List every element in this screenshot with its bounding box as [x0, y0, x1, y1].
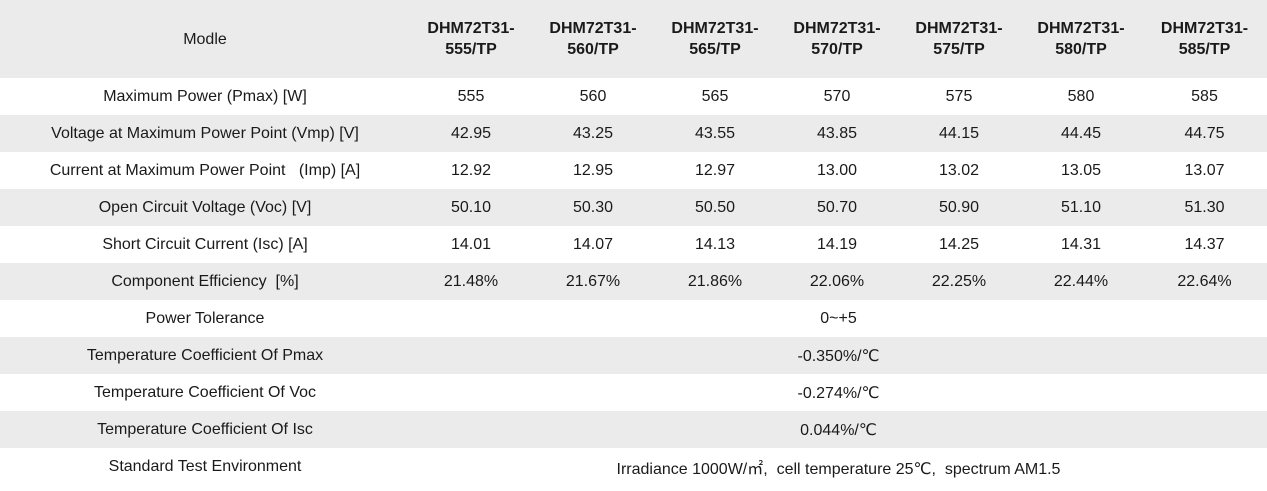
model-header: DHM72T31- 555/TP — [410, 0, 532, 78]
model-name-line1: DHM72T31- — [1037, 20, 1125, 37]
table-cell: 44.45 — [1020, 115, 1142, 152]
table-cell: 22.25% — [898, 263, 1020, 300]
model-name-line1: DHM72T31- — [549, 20, 637, 37]
table-row: Temperature Coefficient Of Pmax -0.350%/… — [0, 337, 1267, 374]
model-name-line2: 570/TP — [811, 41, 863, 58]
merged-cell: -0.274%/℃ — [797, 384, 880, 402]
table-cell: 12.97 — [694, 161, 736, 179]
model-name-line1: DHM72T31- — [671, 20, 759, 37]
model-name-line2: 560/TP — [567, 41, 619, 58]
table-cell: 13.00 — [816, 161, 858, 179]
model-header: DHM72T31- 580/TP — [1020, 0, 1142, 78]
table-cell: 13.05 — [1060, 161, 1102, 179]
table-cell: 14.07 — [572, 235, 614, 253]
model-header: DHM72T31- 585/TP — [1142, 0, 1267, 78]
table-header-row: Modle DHM72T31- 555/TP DHM72T31- 560/TP DH… — [0, 0, 1267, 78]
table-row: Voltage at Maximum Power Point (Vmp) [V]… — [0, 115, 1267, 152]
merged-cell: -0.350%/℃ — [410, 337, 1267, 374]
table-cell: 21.86% — [654, 263, 776, 300]
model-header: DHM72T31- 560/TP — [532, 0, 654, 78]
row-label: Voltage at Maximum Power Point (Vmp) [V] — [0, 115, 410, 152]
table-row: Maximum Power (Pmax) [W] 555 560 565 570… — [0, 78, 1267, 115]
table-cell: 22.64% — [1142, 263, 1267, 300]
table-cell: 13.02 — [938, 161, 980, 179]
table-cell: 565 — [701, 87, 729, 105]
table-cell: 14.31 — [1060, 235, 1102, 253]
table-cell: 50.90 — [898, 189, 1020, 226]
merged-cell: 0.044%/℃ — [410, 411, 1267, 448]
table-cell: 580 — [1067, 87, 1095, 105]
merged-cell: Irradiance 1000W/㎡, cell temperature 25℃… — [616, 460, 1061, 478]
table-row: Component Efficiency [%] 21.48% 21.67% 2… — [0, 263, 1267, 300]
model-name-line1: DHM72T31- — [915, 20, 1003, 37]
table-cell: 585 — [1191, 87, 1218, 105]
table-row: Current at Maximum Power Point (Imp) [A]… — [0, 152, 1267, 189]
table-cell: 42.95 — [410, 115, 532, 152]
table-cell: 22.44% — [1020, 263, 1142, 300]
table-cell: 51.10 — [1020, 189, 1142, 226]
table-cell: 14.01 — [450, 235, 492, 253]
model-name-line2: 555/TP — [445, 41, 497, 58]
table-cell: 12.92 — [450, 161, 492, 179]
model-header: DHM72T31- 575/TP — [898, 0, 1020, 78]
merged-cell: 0~+5 — [820, 309, 857, 327]
row-label: Short Circuit Current (Isc) [A] — [102, 235, 308, 253]
table-cell: 43.85 — [776, 115, 898, 152]
table-cell: 14.25 — [938, 235, 980, 253]
table-cell: 560 — [579, 87, 607, 105]
table-cell: 50.30 — [532, 189, 654, 226]
table-row: Standard Test Environment Irradiance 100… — [0, 448, 1267, 485]
row-label: Component Efficiency [%] — [0, 263, 410, 300]
row-label: Current at Maximum Power Point (Imp) [A] — [49, 161, 361, 179]
table-row: Open Circuit Voltage (Voc) [V] 50.10 50.… — [0, 189, 1267, 226]
model-name-line2: 565/TP — [689, 41, 741, 58]
model-name-line1: DHM72T31- — [1160, 20, 1249, 37]
model-name-line1: DHM72T31- — [793, 20, 881, 37]
row-label: Standard Test Environment — [108, 457, 302, 475]
table-row: Temperature Coefficient Of Voc -0.274%/℃ — [0, 374, 1267, 411]
table-cell: 50.70 — [776, 189, 898, 226]
table-cell: 13.07 — [1184, 161, 1225, 179]
row-label: Open Circuit Voltage (Voc) [V] — [0, 189, 410, 226]
table-cell: 21.48% — [410, 263, 532, 300]
table-cell: 575 — [945, 87, 973, 105]
table-cell: 12.95 — [572, 161, 614, 179]
row-label: Power Tolerance — [145, 309, 265, 327]
model-header: DHM72T31- 565/TP — [654, 0, 776, 78]
model-name-line2: 585/TP — [1178, 41, 1231, 58]
table-row: Temperature Coefficient Of Isc 0.044%/℃ — [0, 411, 1267, 448]
table-cell: 555 — [457, 87, 485, 105]
table-cell: 43.55 — [654, 115, 776, 152]
model-name-line2: 575/TP — [933, 41, 985, 58]
table-cell: 50.50 — [654, 189, 776, 226]
table-cell: 14.13 — [694, 235, 736, 253]
table-cell: 43.25 — [532, 115, 654, 152]
table-row: Power Tolerance 0~+5 — [0, 300, 1267, 337]
row-label: Temperature Coefficient Of Pmax — [0, 337, 410, 374]
model-name-line1: DHM72T31- — [427, 20, 515, 37]
model-header: DHM72T31- 570/TP — [776, 0, 898, 78]
table-cell: 21.67% — [532, 263, 654, 300]
row-label: Temperature Coefficient Of Voc — [93, 383, 317, 401]
table-row: Short Circuit Current (Isc) [A] 14.01 14… — [0, 226, 1267, 263]
table-cell: 14.19 — [816, 235, 858, 253]
table-cell: 51.30 — [1142, 189, 1267, 226]
header-label: Modle — [0, 0, 410, 78]
table-cell: 44.75 — [1142, 115, 1267, 152]
row-label: Maximum Power (Pmax) [W] — [103, 87, 307, 105]
table-cell: 14.37 — [1184, 235, 1225, 253]
model-name-line2: 580/TP — [1055, 41, 1107, 58]
row-label: Temperature Coefficient Of Isc — [0, 411, 410, 448]
table-cell: 44.15 — [898, 115, 1020, 152]
table-cell: 570 — [823, 87, 851, 105]
table-cell: 22.06% — [776, 263, 898, 300]
table-cell: 50.10 — [410, 189, 532, 226]
